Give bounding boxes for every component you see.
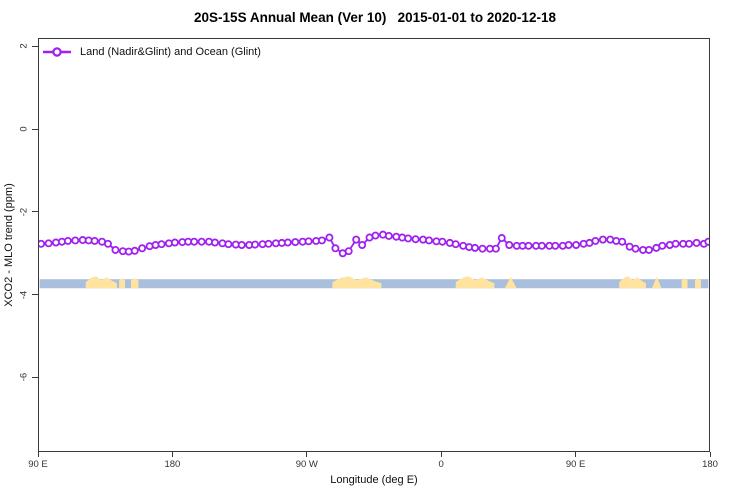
land-band-segment: [504, 276, 517, 289]
land-band-segment: [651, 276, 662, 289]
data-point-marker: [704, 237, 709, 246]
legend-label: Land (Nadir&Glint) and Ocean (Glint): [80, 46, 261, 58]
data-point-marker: [325, 233, 334, 242]
y-axis-tick-mark: [32, 211, 38, 213]
data-point-marker: [157, 240, 166, 249]
chart-title: 20S-15S Annual Mean (Ver 10) 2015-01-01 …: [194, 10, 556, 25]
data-point-marker: [331, 244, 340, 253]
x-axis-tick-mark: [37, 452, 39, 457]
data-point-marker: [692, 238, 701, 247]
data-point-marker: [524, 241, 533, 250]
x-axis-tick-label: 90 E: [28, 459, 48, 470]
x-axis-tick-mark: [440, 452, 442, 457]
data-point-marker: [264, 239, 273, 248]
data-point-marker: [591, 236, 600, 245]
land-band-segment: [695, 278, 701, 289]
data-point-marker: [104, 239, 112, 248]
data-point-marker: [551, 241, 560, 250]
y-axis-tick-label: 2: [18, 43, 30, 49]
data-point-marker: [358, 241, 367, 249]
x-axis-tick-label: 0: [438, 459, 444, 470]
data-point-marker: [352, 235, 361, 244]
data-point-marker: [658, 241, 667, 250]
x-axis-tick-mark: [575, 452, 577, 457]
data-point-marker: [39, 239, 46, 248]
data-point-marker: [497, 234, 506, 243]
data-point-marker: [44, 239, 53, 248]
y-axis-tick-mark: [32, 128, 38, 130]
data-point-marker: [618, 237, 627, 246]
data-point-marker: [572, 241, 581, 249]
land-band-segment: [455, 276, 495, 289]
data-point-marker: [190, 237, 199, 246]
data-point-marker: [685, 239, 694, 248]
data-point-marker: [411, 235, 420, 244]
y-axis-tick-mark: [32, 45, 38, 47]
y-axis-tick-label: -6: [18, 373, 30, 382]
y-axis-tick-label: -4: [18, 290, 30, 299]
data-point-marker: [491, 244, 500, 253]
data-point-marker: [451, 240, 460, 249]
data-point-marker: [671, 239, 680, 248]
data-point-marker: [63, 236, 72, 245]
data-point-marker: [291, 238, 300, 247]
data-point-marker: [251, 240, 260, 249]
plot-area: Land (Nadir&Glint) and Ocean (Glint): [38, 38, 710, 452]
data-point-marker: [317, 236, 326, 245]
x-axis-tick-mark: [171, 452, 173, 457]
data-point-marker: [170, 238, 179, 247]
legend-line-marker-icon: [43, 47, 71, 57]
x-axis-tick-label: 180: [702, 459, 718, 470]
data-point-marker: [384, 231, 393, 240]
data-point-marker: [505, 241, 514, 249]
data-point-marker: [197, 237, 206, 246]
data-point-marker: [90, 236, 99, 245]
y-axis-label: XCO2 - MLO trend (ppm): [3, 183, 15, 307]
data-point-marker: [631, 244, 640, 253]
y-axis-tick-mark: [32, 376, 38, 378]
land-band-segment: [332, 276, 382, 289]
data-point-marker: [71, 236, 80, 245]
data-point-marker: [537, 241, 546, 250]
data-point-marker: [478, 244, 487, 253]
data-point-marker: [283, 238, 292, 247]
data-point-marker: [304, 237, 313, 246]
x-axis-tick-label: 90 W: [295, 459, 318, 470]
x-axis-tick-label: 180: [164, 459, 181, 470]
land-band-segment: [619, 276, 646, 289]
x-axis-tick-label: 90 E: [565, 459, 586, 470]
data-point-marker: [471, 243, 479, 252]
y-axis-tick-label: 0: [18, 126, 30, 132]
legend: Land (Nadir&Glint) and Ocean (Glint): [42, 46, 261, 58]
data-point-marker: [138, 244, 147, 253]
data-point-marker: [598, 235, 607, 244]
y-axis-tick-mark: [32, 294, 38, 296]
land-band-segment: [119, 278, 126, 289]
data-point-marker: [224, 240, 233, 249]
y-axis-tick-label: -2: [18, 207, 30, 217]
data-point-marker: [438, 237, 447, 246]
x-axis-tick-mark: [306, 452, 308, 457]
data-point-marker: [564, 241, 573, 249]
data-point-marker: [425, 236, 434, 245]
data-point-marker: [130, 246, 139, 255]
data-point-marker: [237, 241, 246, 249]
data-point-marker: [344, 247, 353, 256]
land-band-segment: [681, 278, 688, 289]
x-axis-tick-mark: [709, 452, 711, 457]
x-axis-label: Longitude (deg E): [330, 474, 418, 486]
data-point-marker: [644, 245, 653, 254]
data-point-marker: [210, 238, 219, 247]
plot-canvas: [39, 230, 709, 289]
land-band-segment: [85, 276, 117, 289]
data-point-marker: [111, 245, 120, 254]
land-band-segment: [131, 278, 139, 289]
data-point-marker: [371, 231, 380, 240]
data-point-marker: [404, 234, 413, 243]
